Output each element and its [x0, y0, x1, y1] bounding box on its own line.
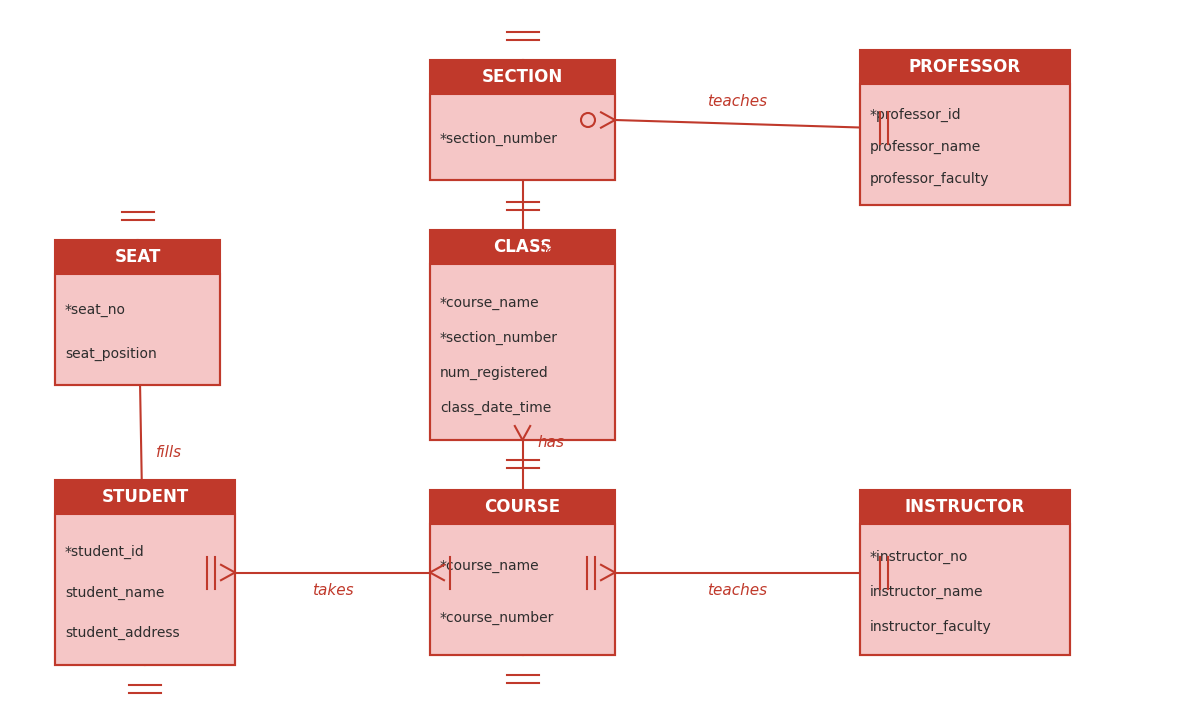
Text: SECTION: SECTION — [482, 68, 563, 86]
Text: professor_name: professor_name — [870, 140, 981, 154]
Text: num_registered: num_registered — [440, 366, 549, 380]
FancyBboxPatch shape — [55, 274, 220, 385]
Text: SEAT: SEAT — [114, 248, 161, 266]
FancyBboxPatch shape — [860, 524, 1070, 655]
FancyBboxPatch shape — [55, 514, 235, 665]
Text: *section_number: *section_number — [440, 132, 558, 146]
Text: INSTRUCTOR: INSTRUCTOR — [904, 498, 1026, 516]
Text: *instructor_no: *instructor_no — [870, 550, 968, 564]
Text: teaches: teaches — [707, 94, 767, 109]
FancyBboxPatch shape — [430, 60, 615, 94]
Text: COURSE: COURSE — [484, 498, 561, 516]
Text: has: has — [537, 435, 564, 450]
Text: instructor_faculty: instructor_faculty — [870, 620, 992, 634]
Text: student_name: student_name — [65, 586, 165, 599]
FancyBboxPatch shape — [430, 94, 615, 180]
FancyBboxPatch shape — [430, 264, 615, 440]
FancyBboxPatch shape — [430, 490, 615, 524]
Text: professor_faculty: professor_faculty — [870, 172, 990, 186]
FancyBboxPatch shape — [430, 524, 615, 655]
FancyBboxPatch shape — [860, 490, 1070, 524]
Text: *professor_id: *professor_id — [870, 108, 962, 122]
FancyBboxPatch shape — [430, 230, 615, 264]
Text: has: has — [537, 243, 564, 258]
Text: seat_position: seat_position — [65, 347, 157, 361]
Text: *student_id: *student_id — [65, 545, 145, 560]
Text: instructor_name: instructor_name — [870, 585, 984, 599]
Text: STUDENT: STUDENT — [101, 488, 189, 506]
Text: takes: takes — [312, 583, 353, 598]
FancyBboxPatch shape — [55, 480, 235, 514]
Text: teaches: teaches — [707, 583, 767, 598]
FancyBboxPatch shape — [860, 84, 1070, 205]
Text: *course_name: *course_name — [440, 559, 539, 573]
FancyBboxPatch shape — [860, 50, 1070, 84]
Text: *section_number: *section_number — [440, 331, 558, 345]
Text: *course_name: *course_name — [440, 295, 539, 310]
Text: PROFESSOR: PROFESSOR — [909, 58, 1021, 76]
FancyBboxPatch shape — [55, 240, 220, 274]
Text: *course_number: *course_number — [440, 611, 555, 626]
Text: fills: fills — [156, 445, 183, 460]
Text: student_address: student_address — [65, 626, 180, 640]
Text: class_date_time: class_date_time — [440, 401, 551, 416]
Text: CLASS: CLASS — [492, 238, 552, 256]
Text: *seat_no: *seat_no — [65, 303, 126, 316]
